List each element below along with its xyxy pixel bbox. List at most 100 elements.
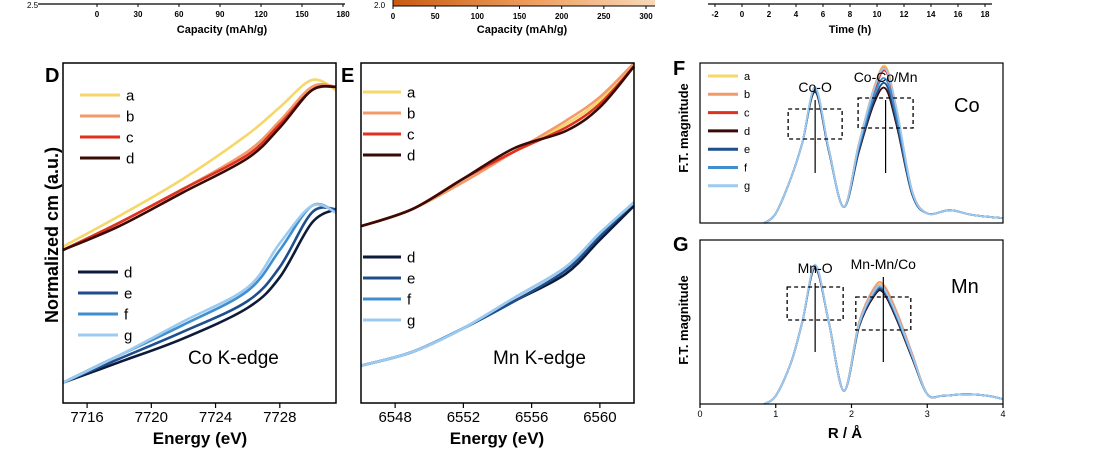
legend-label-c: c [744, 107, 750, 119]
top-right-axis: -2 0 2 4 6 8 10 12 14 16 18 Time (h) [708, 3, 992, 36]
top-tick-label: 30 [134, 10, 143, 19]
series-line-g [763, 263, 1004, 405]
top-tick-label: 150 [295, 10, 309, 19]
legend-label-g: g [124, 327, 132, 344]
top-tick-label: 0 [391, 12, 396, 21]
series-line-b-upper [360, 62, 635, 228]
series-line-c-upper [360, 65, 635, 228]
series-line-a-upper [62, 78, 337, 248]
top-tick-label: 18 [981, 10, 990, 19]
xlabel-top-middle: Capacity (mAh/g) [477, 24, 568, 36]
peak-label: Mn-Mn/Co [851, 256, 917, 272]
top-tick-label: 6 [821, 10, 826, 19]
top-tick-label: 150 [513, 12, 527, 21]
peak-dashed-box [855, 296, 912, 331]
plot-frame-d [62, 62, 337, 404]
series-line-g [763, 67, 1004, 224]
legend-label-d: d [407, 249, 415, 266]
panel-letter-e: E [341, 65, 354, 87]
top-tick-label: 0 [95, 10, 100, 19]
legend-label-g: g [407, 312, 415, 329]
series-line-d-upper [62, 84, 337, 252]
legend-label-a: a [407, 84, 416, 101]
legend-label-c: c [407, 126, 415, 143]
xlabel-top-left: Capacity (mAh/g) [177, 24, 268, 36]
top-tick-label: 2 [767, 10, 772, 19]
x-tick-label: 2 [849, 409, 854, 419]
top-middle-axis: 2.0 0 50 100 150 200 250 300 Capacity (mAh/g) [374, 0, 655, 36]
top-tick-label: 4 [794, 10, 799, 19]
legend-label-d: d [126, 150, 134, 167]
xlabel-e: Energy (eV) [450, 429, 544, 448]
peak-dashed-box [857, 97, 914, 129]
top-tick-label: 10 [873, 10, 882, 19]
peak-label: Co-Co/Mn [854, 69, 918, 85]
series-line-g-lower [62, 203, 337, 384]
ylabel-d: Normalized cm (a.u.) [42, 147, 62, 323]
series-line-d-lower [360, 204, 635, 367]
series-line-e-lower [360, 201, 635, 367]
legend-label-f: f [124, 306, 129, 323]
top-tick-label: 120 [254, 10, 268, 19]
legend-label-a: a [744, 71, 751, 83]
plot-frame-f [699, 62, 1004, 224]
x-tick-label: 6556 [515, 409, 548, 426]
top-tick-label: 50 [431, 12, 440, 21]
legend-label-f: f [744, 162, 748, 174]
panel-letter-d: D [45, 65, 59, 87]
x-tick-label: 6552 [447, 409, 480, 426]
series-line-d-upper [360, 65, 635, 228]
x-tick-label: 1 [773, 409, 778, 419]
annotation-e: Mn K-edge [493, 348, 586, 369]
x-tick-label: 6548 [378, 409, 411, 426]
ylabel-g: F.T. magnitude [676, 275, 691, 365]
top-tick-label: 0 [740, 10, 745, 19]
plot-frame-e [360, 62, 635, 404]
x-tick-label: 4 [1000, 409, 1005, 419]
panel-letter-g: G [673, 234, 689, 256]
xlabel-d: Energy (eV) [153, 429, 247, 448]
top-tick-label: 60 [175, 10, 184, 19]
panel-g: G F.T. magnitude 0 1 2 3 4 Mn-O Mn-Mn/Co Mn R … [673, 234, 1006, 442]
series-line-e-lower [62, 206, 337, 384]
plot-frame-g [699, 239, 1004, 405]
legend-label-e: e [407, 270, 415, 287]
series-line-a-upper [360, 62, 635, 228]
top-tick-label: 250 [597, 12, 611, 21]
legend-label-d: d [407, 147, 415, 164]
series-line-g-lower [360, 201, 635, 367]
top-tick-label: 180 [336, 10, 350, 19]
legend-label-g: g [744, 181, 750, 193]
top-tick-label: 14 [927, 10, 936, 19]
xlabel-top-right: Time (h) [829, 24, 872, 36]
top-tick-label: 16 [954, 10, 963, 19]
top-tick-label: 300 [639, 12, 653, 21]
x-tick-label: 7728 [263, 409, 296, 426]
corner-tick-left: 2.5 [27, 1, 39, 10]
xlabel-g: R / Å [828, 425, 862, 442]
ylabel-f: F.T. magnitude [676, 83, 691, 173]
legend-label-b: b [407, 105, 415, 122]
colorbar [393, 0, 655, 6]
legend-label-b: b [126, 108, 134, 125]
legend-label-f: f [407, 291, 412, 308]
legend-label-a: a [126, 87, 135, 104]
top-tick-label: 90 [216, 10, 225, 19]
legend-label-e: e [744, 144, 750, 156]
x-tick-label: 6560 [583, 409, 616, 426]
top-left-axis: 2.5 0 30 60 90 120 150 180 Capacity (mAh/g) [27, 1, 350, 36]
x-tick-label: 0 [697, 409, 702, 419]
annotation-g: Mn [951, 276, 979, 298]
series-line-f-lower [360, 201, 635, 367]
peak-dashed-box [786, 286, 844, 321]
legend-label-e: e [124, 285, 132, 302]
legend-label-b: b [744, 89, 750, 101]
legend-label-d: d [744, 126, 750, 138]
panel-letter-f: F [673, 58, 685, 80]
x-tick-label: 3 [925, 409, 930, 419]
legend-label-d: d [124, 264, 132, 281]
panel-d: D Normalized cm (a.u.) 7716 7720 7724 7728 a… [42, 62, 337, 448]
top-tick-label: 200 [555, 12, 569, 21]
